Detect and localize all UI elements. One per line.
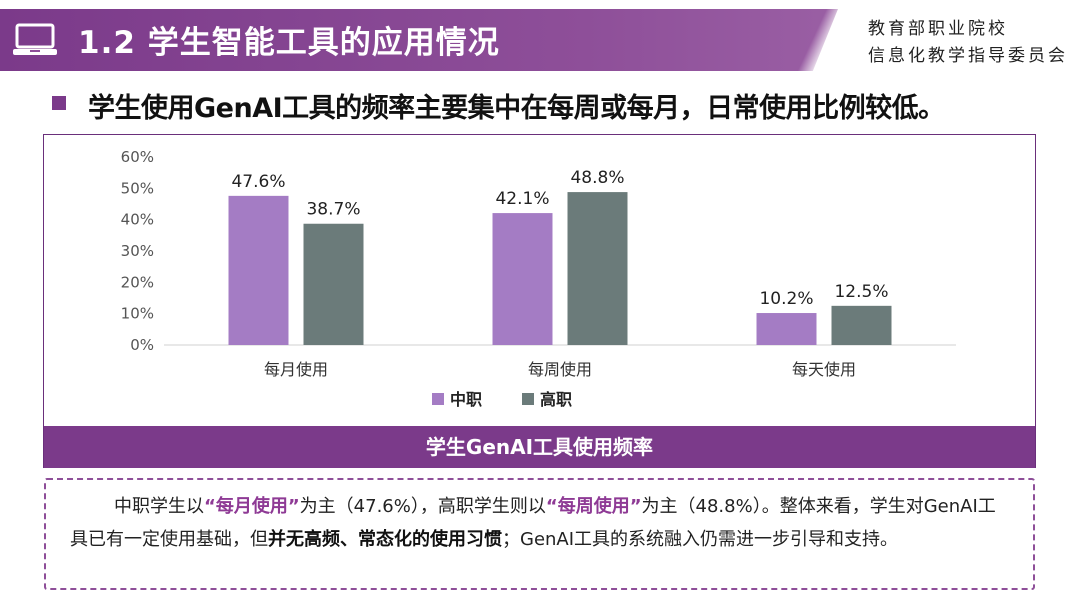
y-tick-label: 30% [121, 242, 154, 260]
laptop-icon [13, 23, 57, 55]
note-text: 为主（48.8%）。整体来看，学生对GenAI工具已有一定使用基础，但 [70, 496, 996, 550]
bar-gaozhi [303, 223, 364, 345]
data-label: 10.2% [759, 289, 813, 309]
note-highlight-monthly: “每月使用” [204, 496, 300, 517]
legend-label: 中职 [450, 390, 482, 409]
org-name: 教育部职业院校 信息化教学指导委员会 [868, 19, 1068, 66]
data-label: 47.6% [231, 172, 285, 192]
note-bold-text: 并无高频、常态化的使用习惯 [268, 529, 502, 550]
x-tick-label: 每月使用 [264, 360, 328, 379]
y-tick-label: 50% [121, 179, 154, 197]
data-label: 12.5% [834, 282, 888, 302]
note-text: 中职学生以 [114, 496, 204, 517]
y-tick-label: 10% [121, 305, 154, 323]
bar-gaozhi [567, 192, 628, 345]
page-title: 1.2 学生智能工具的应用情况 [78, 25, 500, 61]
bar-zhongzhi [756, 313, 817, 345]
legend-label: 高职 [540, 390, 572, 409]
bar-chart: 0% 10% 20% 30% 40% 50% 60% 47.6% 38.7% 每月使用 42.1% 4… [121, 148, 956, 409]
data-label: 38.7% [306, 200, 360, 220]
legend-swatch [432, 393, 444, 405]
bullet-square [52, 96, 66, 110]
y-tick-label: 0% [130, 336, 154, 354]
data-label: 42.1% [495, 189, 549, 209]
y-tick-label: 60% [121, 148, 154, 166]
data-label: 48.8% [570, 168, 624, 188]
bar-zhongzhi [228, 195, 289, 345]
title-bar [0, 9, 838, 71]
note-text: 为主（47.6%），高职学生则以 [299, 496, 546, 517]
note-text: ；GenAI工具的系统融入仍需进一步引导和支持。 [502, 529, 899, 550]
y-tick-label: 40% [121, 211, 154, 229]
x-tick-label: 每周使用 [528, 360, 592, 379]
y-tick-label: 20% [121, 273, 154, 291]
chart-frame: 0% 10% 20% 30% 40% 50% 60% 47.6% 38.7% 每月使用 42.1% 4… [43, 134, 1036, 468]
x-tick-label: 每天使用 [792, 360, 856, 379]
summary-note: 中职学生以“每月使用”为主（47.6%），高职学生则以“每周使用”为主（48.8… [44, 478, 1035, 590]
bar-gaozhi [831, 305, 892, 345]
slide-subtitle: 学生使用GenAI工具的频率主要集中在每周或每月，日常使用比例较低。 [88, 93, 945, 124]
legend-swatch [522, 393, 534, 405]
note-highlight-weekly: “每周使用” [545, 496, 642, 517]
chart-caption: 学生GenAI工具使用频率 [44, 426, 1035, 468]
bar-zhongzhi [492, 213, 553, 345]
